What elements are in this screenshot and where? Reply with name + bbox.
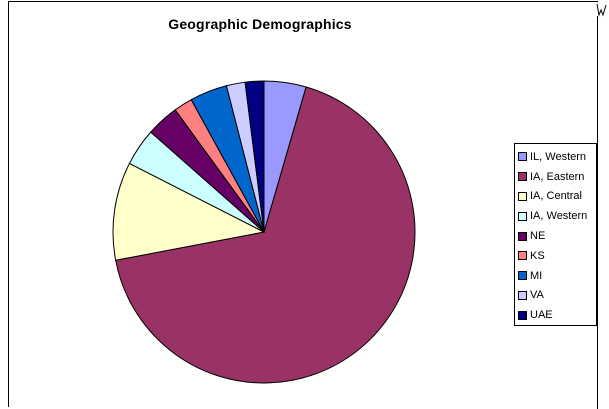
legend-swatch	[518, 290, 527, 300]
legend-item: UAE	[515, 305, 596, 325]
chart-right-edge	[597, 16, 598, 409]
legend-label: IA, Eastern	[530, 170, 585, 183]
pie-slice-uae	[244, 80, 265, 233]
cursor-icon	[596, 3, 607, 17]
legend-swatch	[518, 310, 527, 320]
legend-item: KS	[515, 246, 596, 266]
legend-label: NE	[530, 230, 546, 243]
pie-slice-ia-eastern	[115, 86, 416, 384]
pie-slice-ia-central	[112, 162, 266, 261]
legend-item: IA, Central	[515, 187, 596, 207]
legend-swatch	[518, 231, 527, 241]
legend-item: MI	[515, 266, 596, 286]
legend-swatch	[518, 152, 527, 162]
legend-label: IL, Western	[530, 150, 587, 163]
legend-label: MI	[530, 269, 543, 282]
legend-swatch	[518, 191, 527, 201]
legend: IL, Western IA, Eastern IA, Central IA, Wes…	[514, 143, 597, 326]
legend-item: IA, Eastern	[515, 167, 596, 187]
legend-label: IA, Central	[530, 190, 582, 203]
legend-item: VA	[515, 286, 596, 306]
legend-label: VA	[530, 289, 544, 302]
legend-swatch	[518, 251, 527, 261]
legend-label: KS	[530, 249, 545, 262]
chart-title: Geographic Demographics	[168, 16, 352, 32]
legend-swatch	[518, 211, 527, 221]
legend-item: IA, Western	[515, 206, 596, 226]
legend-label: IA, Western	[530, 210, 588, 223]
legend-swatch	[518, 271, 527, 281]
legend-item: NE	[515, 226, 596, 246]
legend-swatch	[518, 172, 527, 182]
legend-label: UAE	[530, 309, 553, 322]
legend-item: IL, Western	[515, 147, 596, 167]
